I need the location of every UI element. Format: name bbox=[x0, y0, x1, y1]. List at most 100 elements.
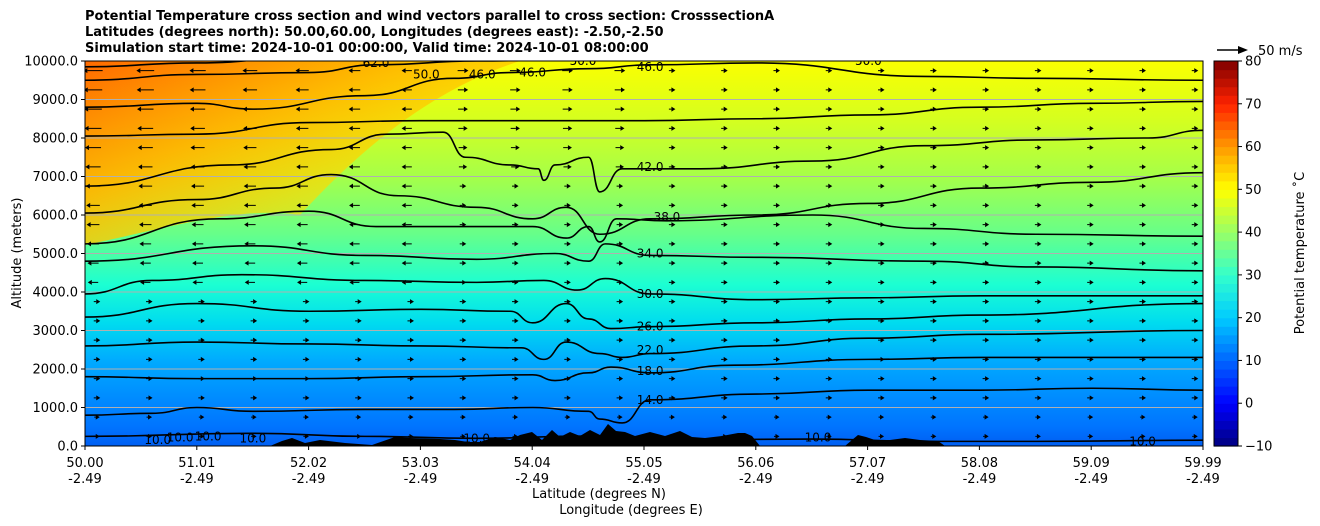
wind-vector-head bbox=[985, 68, 990, 74]
wind-vector-head bbox=[566, 433, 571, 439]
wind-vector-head bbox=[1036, 433, 1041, 439]
contour-label: 14.0 bbox=[637, 393, 664, 407]
wind-vector-head bbox=[1194, 356, 1199, 362]
wind-vector-head bbox=[1089, 241, 1094, 247]
wind-vector-head bbox=[305, 356, 310, 362]
wind-vector-head bbox=[1089, 260, 1094, 266]
wind-vector-head bbox=[1194, 279, 1199, 285]
wind-vector-head bbox=[252, 433, 257, 439]
wind-vector-head bbox=[148, 395, 153, 401]
wind-vector-head bbox=[985, 125, 990, 131]
x-tick-label-lon: -2.49 bbox=[292, 472, 326, 487]
wind-vector-head bbox=[828, 299, 833, 305]
wind-vector-head bbox=[619, 299, 624, 305]
y-tick-label: 7000.0 bbox=[33, 170, 79, 185]
wind-vector-head bbox=[87, 279, 92, 285]
wind-vector-head bbox=[671, 299, 676, 305]
wind-vector-head bbox=[775, 183, 780, 189]
wind-vector-head bbox=[1141, 68, 1146, 74]
wind-vector-head bbox=[148, 376, 153, 382]
wind-vector-head bbox=[621, 68, 626, 74]
wind-vector-head bbox=[566, 356, 571, 362]
wind-vector-head bbox=[671, 164, 676, 170]
wind-vector-head bbox=[1194, 183, 1199, 189]
wind-vector-head bbox=[1037, 222, 1042, 228]
wind-vector-head bbox=[620, 87, 625, 93]
wind-vector-head bbox=[295, 87, 300, 93]
wind-vector-head bbox=[86, 222, 91, 228]
colorbar-band bbox=[1214, 232, 1238, 242]
contour-line bbox=[85, 243, 1203, 272]
wind-vector-head bbox=[985, 376, 990, 382]
wind-vector-head bbox=[409, 433, 414, 439]
wind-vector-head bbox=[1141, 395, 1146, 401]
wind-vector-head bbox=[85, 145, 89, 151]
wind-vector-head bbox=[985, 87, 990, 93]
wind-vector-head bbox=[95, 433, 100, 439]
wind-vector-head bbox=[1037, 241, 1042, 247]
wind-vector-head bbox=[828, 395, 833, 401]
wind-vector-head bbox=[305, 318, 310, 324]
wind-vector-head bbox=[463, 125, 468, 131]
wind-vector-head bbox=[409, 356, 414, 362]
colorbar-band bbox=[1214, 103, 1238, 113]
wind-vector-head bbox=[723, 241, 728, 247]
wind-vector-head bbox=[96, 376, 101, 382]
wind-vector-head bbox=[1194, 395, 1199, 401]
wind-vector-head bbox=[192, 279, 197, 285]
colorbar-tick-label: 40 bbox=[1245, 226, 1262, 241]
wind-vector-head bbox=[515, 164, 520, 170]
wind-vector-head bbox=[1089, 125, 1094, 131]
wind-vector-head bbox=[880, 164, 885, 170]
wind-vector-head bbox=[880, 414, 885, 420]
colorbar-band bbox=[1214, 309, 1238, 319]
wind-vector-head bbox=[305, 395, 310, 401]
wind-vector-head bbox=[880, 106, 885, 112]
wind-vector-head bbox=[932, 376, 937, 382]
wind-vector-head bbox=[671, 68, 676, 74]
x-tick-label-lon: -2.49 bbox=[404, 472, 438, 487]
wind-vector-head bbox=[670, 433, 675, 439]
wind-vector-head bbox=[242, 106, 247, 112]
wind-vector-head bbox=[514, 376, 519, 382]
wind-vector-head bbox=[618, 414, 623, 420]
wind-vector-head bbox=[775, 222, 780, 228]
wind-vector-head bbox=[253, 356, 258, 362]
wind-vector-head bbox=[409, 376, 414, 382]
wind-vector-head bbox=[462, 299, 467, 305]
wind-vector-head bbox=[357, 395, 362, 401]
wind-vector-head bbox=[1037, 106, 1042, 112]
wind-vector-head bbox=[566, 337, 571, 343]
wind-vector-head bbox=[932, 222, 937, 228]
x-tick-label-lon: -2.49 bbox=[739, 472, 773, 487]
wind-vector-head bbox=[880, 202, 885, 208]
wind-vector-head bbox=[514, 241, 519, 247]
wind-vector-head bbox=[828, 183, 833, 189]
contour-label: 10.0 bbox=[463, 431, 490, 445]
wind-vector-head bbox=[723, 68, 728, 74]
colorbar-band bbox=[1214, 61, 1238, 71]
wind-vector-head bbox=[139, 241, 144, 247]
colorbar-label: Potential temperature ˚C bbox=[1292, 172, 1308, 335]
wind-vector-head bbox=[880, 241, 885, 247]
colorbar-band bbox=[1214, 180, 1238, 190]
wind-vector-head bbox=[190, 125, 195, 131]
plot-area: 10.010.0 10.0 10.0 10.0 10.0 10.014.018.022.0… bbox=[85, 61, 1203, 446]
wind-vector-head bbox=[1037, 279, 1042, 285]
wind-vector-head bbox=[85, 68, 88, 74]
wind-vector-head bbox=[566, 260, 571, 266]
wind-vector-head bbox=[244, 241, 249, 247]
wind-vector-head bbox=[828, 87, 833, 93]
wind-vector-head bbox=[200, 414, 205, 420]
wind-vector-head bbox=[1089, 318, 1094, 324]
wind-vector-head bbox=[880, 279, 885, 285]
colorbar-band bbox=[1214, 223, 1238, 233]
wind-vector-head bbox=[1194, 87, 1199, 93]
colorbar-frame bbox=[1213, 60, 1239, 447]
wind-vector-head bbox=[985, 356, 990, 362]
wind-vector-head bbox=[409, 299, 414, 305]
wind-vector-head bbox=[1141, 299, 1146, 305]
wind-vector-head bbox=[828, 337, 833, 343]
wind-vector-head bbox=[189, 87, 194, 93]
wind-vector-head bbox=[880, 87, 885, 93]
